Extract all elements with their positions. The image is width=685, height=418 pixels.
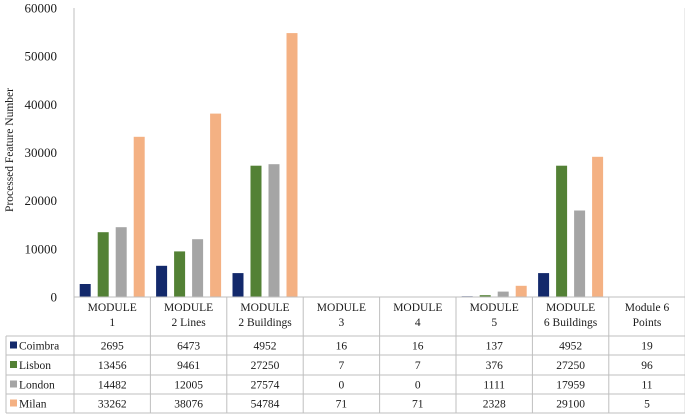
table-cell: 13456 [98, 360, 127, 372]
table-cell: 7 [339, 360, 345, 372]
bar-coimbra [232, 273, 244, 297]
bar-milan [515, 285, 527, 297]
table-cell: 12005 [174, 380, 203, 392]
table-cell: 4952 [559, 341, 582, 353]
table-cell: 11 [641, 380, 652, 392]
table-cell: 16 [412, 341, 424, 353]
bar-lisbon [479, 295, 491, 297]
category-label: 2 Buildings [238, 317, 292, 329]
category-label: MODULE [470, 302, 519, 314]
table-cell: 4952 [254, 341, 277, 353]
bar-lisbon [174, 251, 186, 297]
category-label: MODULE [393, 302, 442, 314]
table-cell: 137 [486, 341, 504, 353]
bar-lisbon [97, 232, 109, 297]
table-cell: 71 [412, 399, 424, 411]
category-label: MODULE [164, 302, 213, 314]
bar-london [268, 164, 280, 297]
bar-london [192, 239, 204, 297]
category-label: 5 [491, 317, 497, 329]
category-label: MODULE [240, 302, 289, 314]
legend-label-lisbon: Lisbon [19, 360, 51, 372]
category-label: Module 6 [625, 302, 670, 314]
table-cell: 19 [641, 341, 653, 353]
y-tick-label: 20000 [25, 193, 58, 208]
category-label: 2 Lines [172, 317, 207, 329]
table-cell: 376 [486, 360, 504, 372]
table-cell: 2695 [101, 341, 124, 353]
y-tick-label: 30000 [25, 145, 58, 160]
bar-milan [210, 113, 222, 297]
table-cell: 27574 [251, 380, 280, 392]
data-table: MODULE 1 MODULE 2 Lines MODULE 2 Buildings MOD… [5, 8, 685, 414]
bar-london [497, 291, 509, 297]
bar-milan [133, 136, 145, 297]
bar-lisbon [556, 165, 568, 297]
bar-lisbon [250, 165, 262, 297]
bar-milan [592, 156, 604, 297]
category-label: 6 Buildings [544, 317, 598, 329]
y-axis-ticks: 0 10000 20000 30000 40000 50000 60000 [25, 1, 58, 305]
y-tick-label: 40000 [25, 97, 58, 112]
y-tick-label: 60000 [25, 1, 58, 16]
table-cell: 6473 [177, 341, 200, 353]
table-cell: 1111 [483, 380, 505, 392]
category-label: MODULE [546, 302, 595, 314]
bar-coimbra [79, 284, 91, 297]
category-label: 3 [339, 317, 345, 329]
legend-label-london: London [19, 380, 55, 392]
category-label: 1 [109, 317, 115, 329]
table-cell: 96 [641, 360, 653, 372]
table-cell: 0 [339, 380, 345, 392]
table-cell: 33262 [98, 399, 127, 411]
table-cell: 71 [336, 399, 348, 411]
table-cell: 2328 [483, 399, 506, 411]
y-tick-label: 0 [51, 290, 58, 305]
legend-swatch-milan [10, 399, 17, 407]
table-cell: 5 [644, 399, 650, 411]
table-cell: 9461 [177, 360, 200, 372]
table-cell: 29100 [556, 399, 585, 411]
legend-swatch-lisbon [10, 361, 17, 368]
table-cell: 7 [415, 360, 421, 372]
bars [79, 33, 662, 297]
bar-coimbra [156, 265, 168, 297]
table-cell: 16 [336, 341, 348, 353]
legend-swatch-coimbra [10, 341, 17, 349]
table-cell: 0 [415, 380, 421, 392]
category-label: 4 [415, 317, 421, 329]
y-tick-label: 50000 [25, 49, 58, 64]
table-cell: 17959 [556, 380, 585, 392]
table-cell: 54784 [251, 399, 280, 411]
table-cell: 27250 [251, 360, 280, 372]
legend-swatch-london [10, 380, 17, 388]
legend-label-milan: Milan [19, 399, 47, 411]
category-label: Points [633, 317, 662, 329]
category-label: MODULE [317, 302, 366, 314]
legend-label-coimbra: Coimbra [19, 341, 59, 353]
table-cell: 14482 [98, 380, 127, 392]
y-tick-label: 10000 [25, 241, 58, 256]
category-label: MODULE [88, 302, 137, 314]
bar-london [115, 227, 127, 297]
bar-milan [286, 33, 298, 297]
bar-london [574, 210, 586, 297]
bar-coimbra [538, 273, 550, 297]
y-axis-label: Processed Feature Number [4, 88, 16, 212]
table-cell: 38076 [174, 399, 203, 411]
table-cell: 27250 [556, 360, 585, 372]
